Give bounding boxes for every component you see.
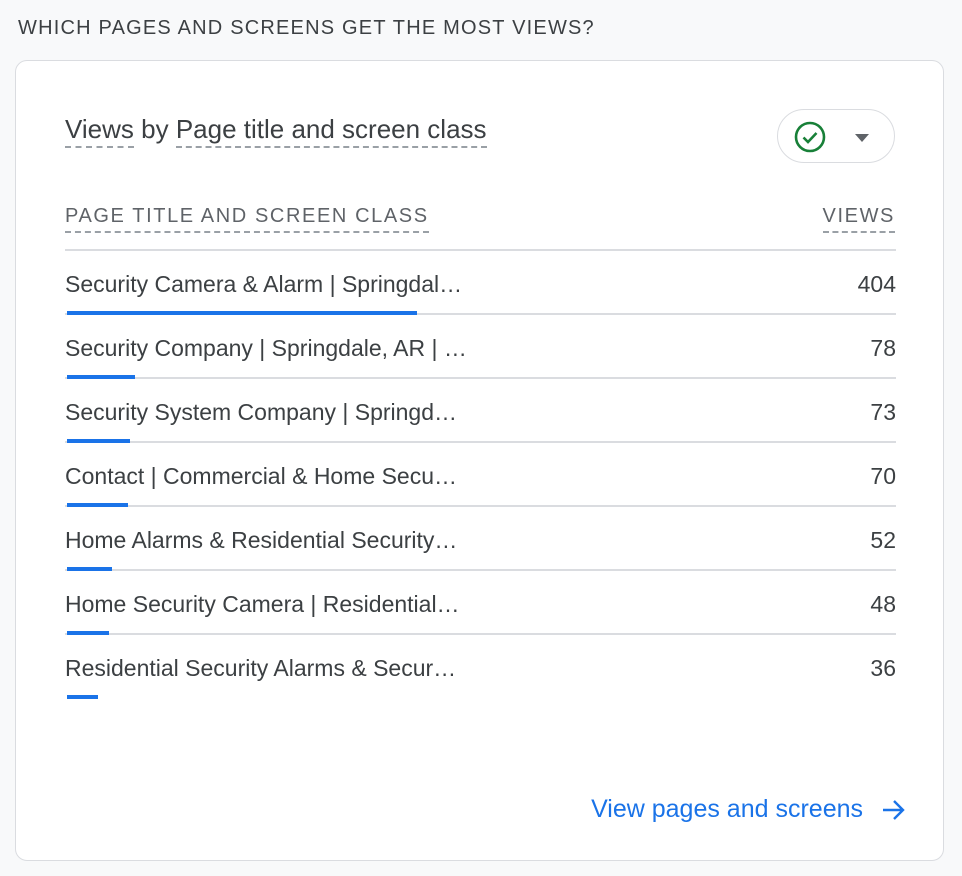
row-divider	[65, 377, 896, 379]
row-divider	[65, 569, 896, 571]
table-row[interactable]: Home Security Camera | Residential… 48	[65, 571, 896, 635]
row-views-bar	[67, 375, 135, 379]
row-views: 73	[870, 399, 896, 425]
row-views: 48	[870, 591, 896, 617]
row-divider	[65, 441, 896, 443]
table-row[interactable]: Security System Company | Springd… 73	[65, 379, 896, 443]
view-pages-link-label: View pages and screens	[591, 795, 863, 823]
row-views-bar	[67, 567, 113, 571]
row-views-bar	[67, 503, 128, 507]
compare-dropdown-button[interactable]	[777, 109, 895, 163]
table-row[interactable]: Home Alarms & Residential Security… 52	[65, 507, 896, 571]
row-views-bar	[67, 631, 109, 635]
row-page-title: Security Company | Springdale, AR | …	[65, 335, 467, 361]
row-page-title: Residential Security Alarms & Secur…	[65, 655, 457, 681]
row-page-title: Security Camera & Alarm | Springdal…	[65, 271, 463, 297]
table-row[interactable]: Security Company | Springdale, AR | … 78	[65, 315, 896, 379]
row-page-title: Security System Company | Springd…	[65, 399, 458, 425]
row-page-title: Home Alarms & Residential Security…	[65, 527, 458, 553]
row-views-bar	[67, 695, 99, 699]
card-title: Views by Page title and screen class	[65, 114, 487, 148]
row-page-title: Contact | Commercial & Home Secu…	[65, 463, 457, 489]
column-header-dimension[interactable]: PAGE TITLE AND SCREEN CLASS	[65, 205, 429, 233]
row-divider	[65, 505, 896, 507]
views-by-page-card: Views by Page title and screen class PAG…	[15, 60, 944, 861]
row-views: 78	[870, 335, 896, 361]
arrow-right-icon	[883, 799, 905, 820]
caret-down-icon	[855, 134, 869, 142]
row-page-title: Home Security Camera | Residential…	[65, 591, 460, 617]
check-circle-icon	[794, 121, 826, 153]
row-divider	[65, 313, 896, 315]
table-row[interactable]: Contact | Commercial & Home Secu… 70	[65, 443, 896, 507]
row-divider	[65, 633, 896, 635]
table-row[interactable]: Security Camera & Alarm | Springdal… 404	[65, 251, 896, 315]
row-views: 70	[870, 463, 896, 489]
header-divider	[65, 249, 896, 251]
view-pages-link[interactable]: View pages and screens	[591, 795, 907, 824]
column-header-views-label: VIEWS	[822, 205, 895, 233]
row-views-bar	[67, 439, 131, 443]
metric-label[interactable]: Views	[65, 114, 134, 148]
row-views-bar	[67, 311, 417, 315]
section-title: WHICH PAGES AND SCREENS GET THE MOST VIE…	[18, 17, 595, 39]
table-row[interactable]: Residential Security Alarms & Secur… 36	[65, 635, 896, 699]
column-header-dimension-label: PAGE TITLE AND SCREEN CLASS	[65, 205, 429, 233]
column-header-views[interactable]: VIEWS	[822, 205, 895, 233]
row-views: 404	[857, 271, 896, 297]
row-views: 36	[870, 655, 896, 681]
dimension-label[interactable]: Page title and screen class	[175, 114, 487, 148]
title-by: by	[133, 114, 176, 144]
row-views: 52	[870, 527, 896, 553]
